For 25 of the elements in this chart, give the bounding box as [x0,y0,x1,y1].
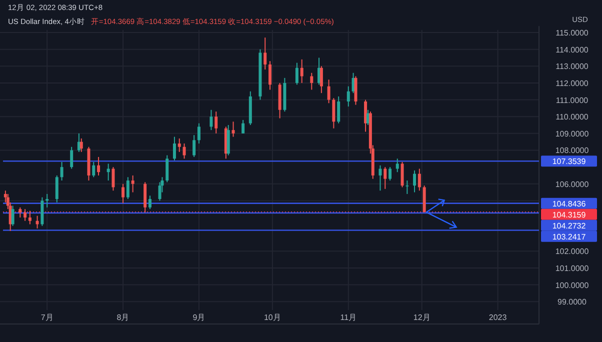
ref-line-label: 104.2732 [552,221,586,230]
y-tick-label: 112.0000 [556,78,589,88]
x-tick-label: 8月 [116,313,130,322]
y-tick-label: 108.0000 [555,146,590,156]
y-tick-label: 115.0000 [556,28,589,38]
y-tick-label: 109.0000 [555,129,590,138]
y-tick-label: 111.0000 [556,96,589,105]
x-tick-label: 12月 [413,313,430,322]
x-tick-label: 2023 [488,313,508,322]
ref-line-label: 107.3539 [552,157,586,166]
y-tick-label: 110.0000 [556,112,589,122]
x-tick-label: 10月 [264,313,281,322]
y-tick-label: 99.0000 [558,298,588,307]
ref-line-label: 103.2417 [552,232,586,242]
y-tick-label: 102.0000 [555,247,590,256]
y-tick-label: 114.0000 [556,45,589,54]
x-tick-label: 11月 [340,313,357,322]
y-tick-label: 101.0000 [555,264,590,273]
ref-line-label: 104.8436 [552,199,586,208]
ref-line-label: 104.3159 [552,210,586,220]
y-tick-label: 113.0000 [556,62,589,72]
y-tick-label: 106.0000 [555,180,590,189]
y-tick-label: 100.0000 [555,280,590,290]
x-tick-label: 7月 [40,313,54,322]
x-tick-label: 9月 [192,313,206,322]
